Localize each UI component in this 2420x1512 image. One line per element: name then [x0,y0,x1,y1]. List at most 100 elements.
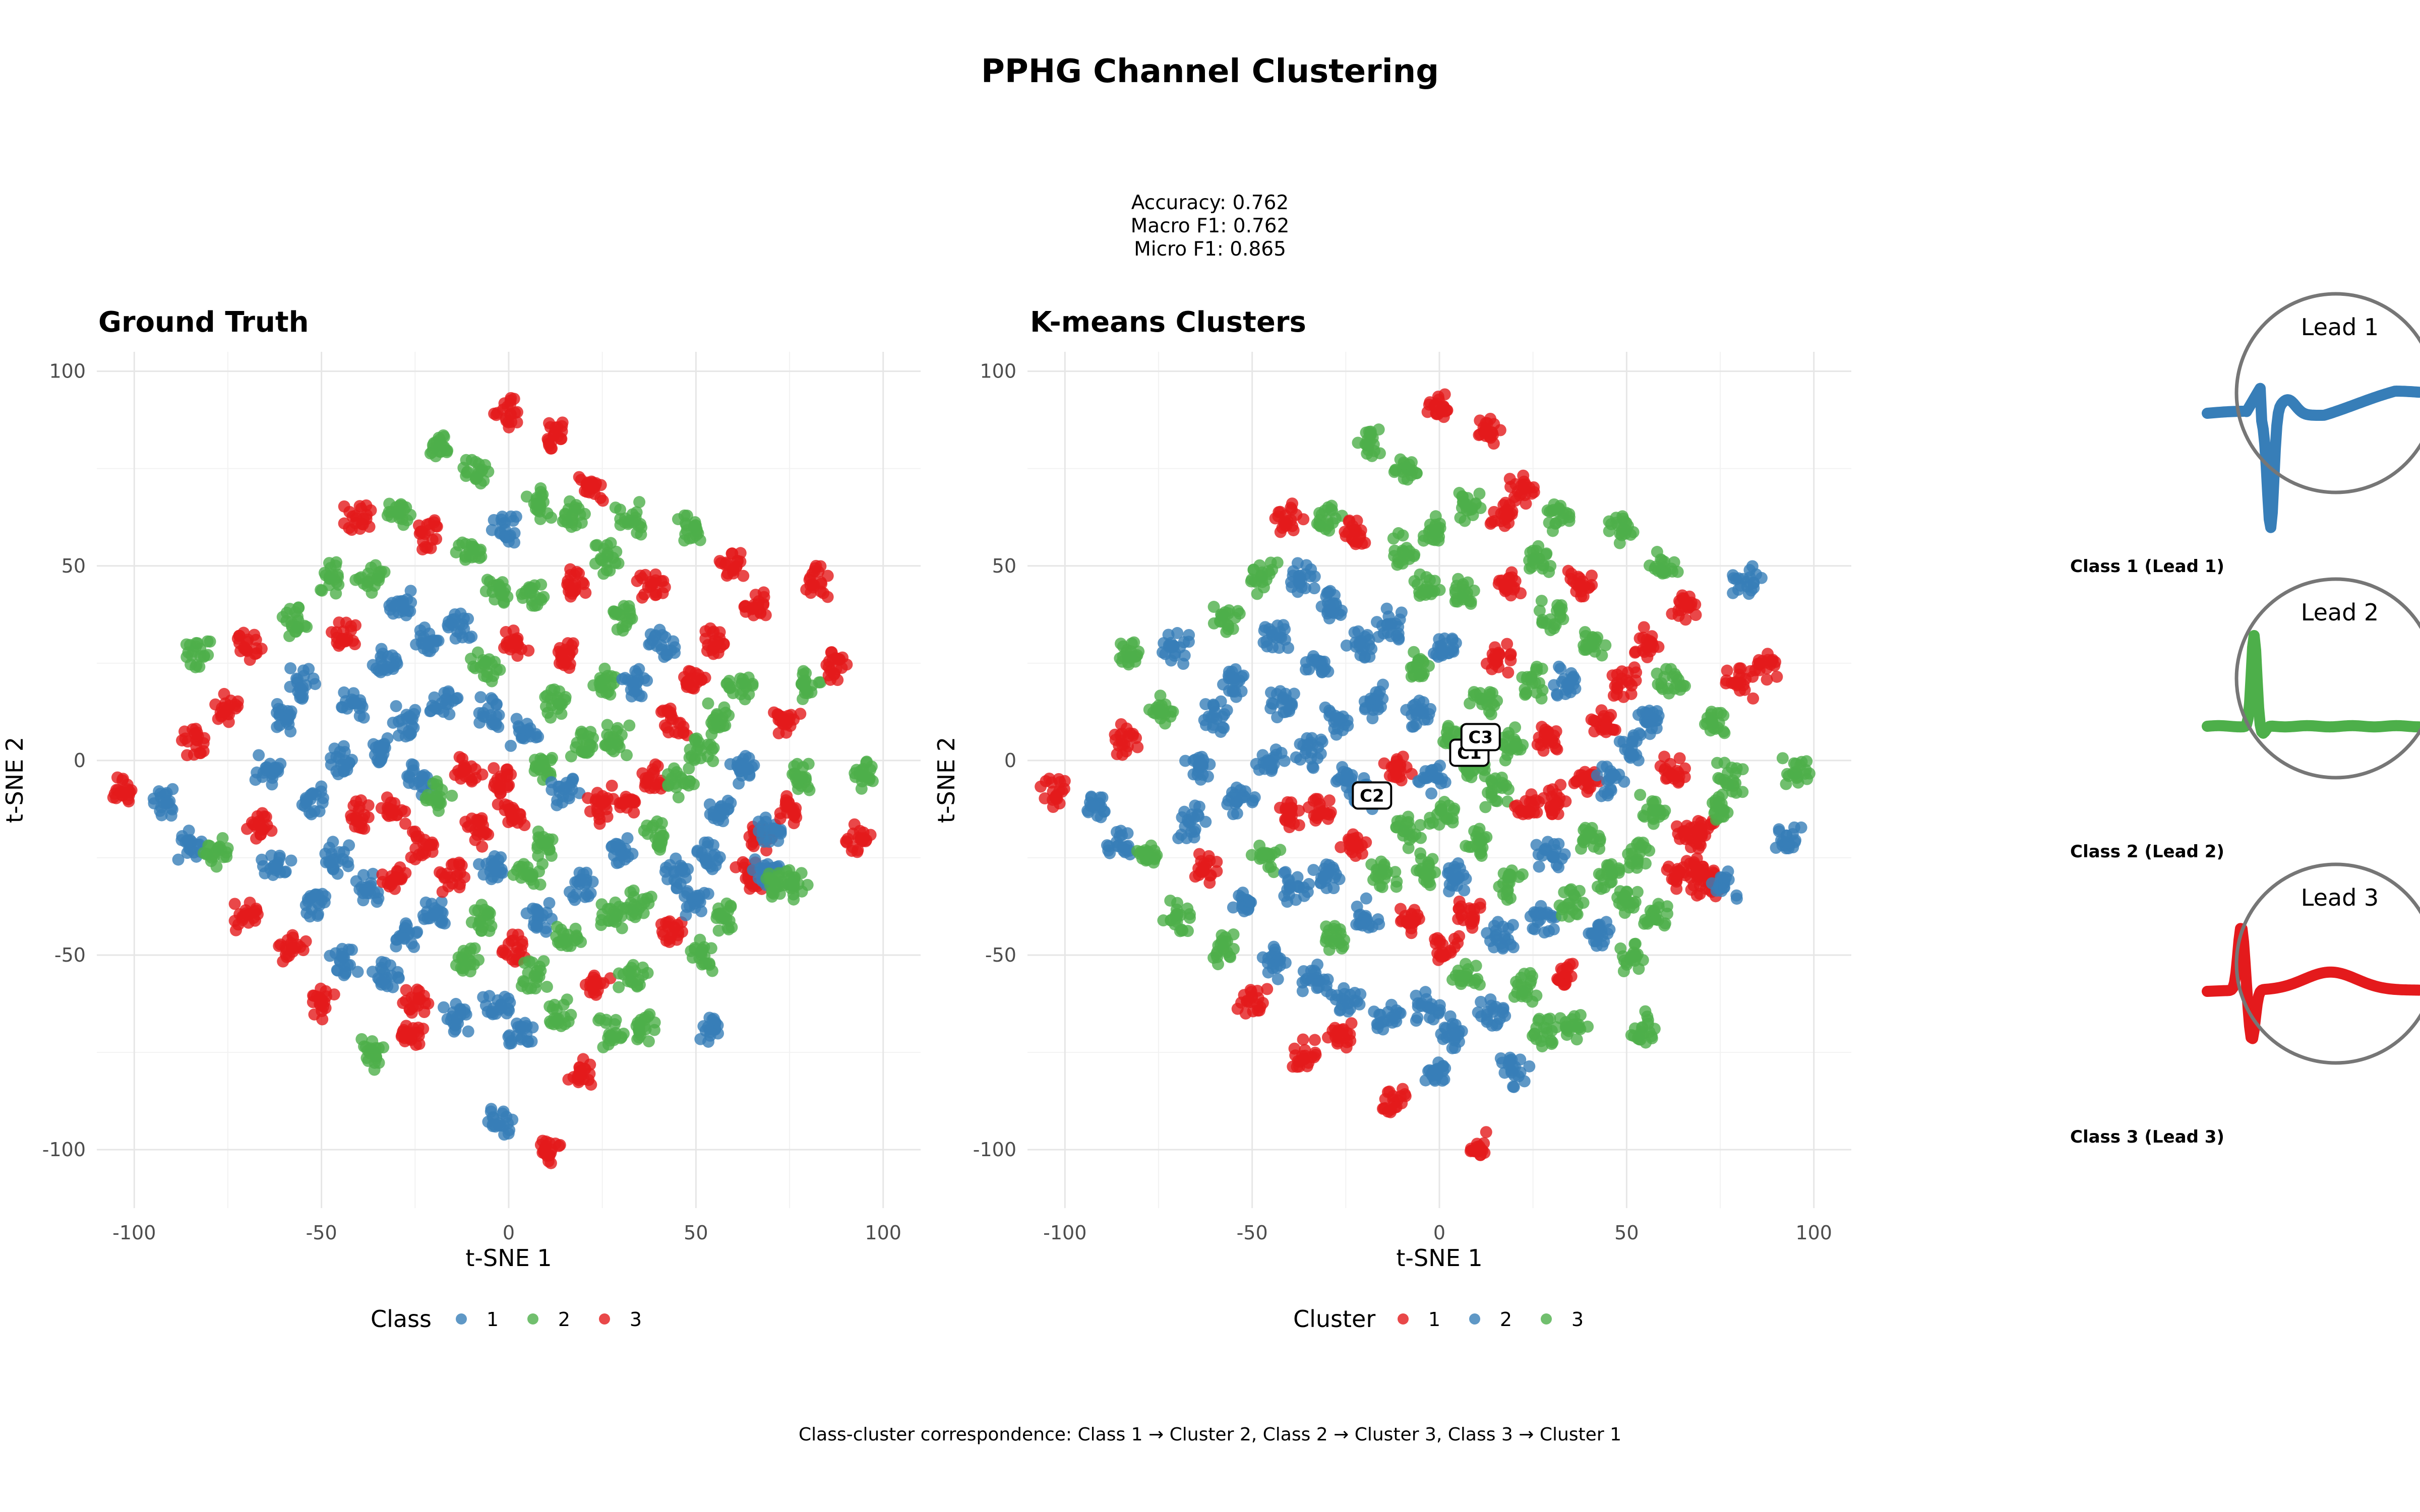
data-point [487,579,500,592]
data-point [345,943,358,956]
data-point [297,664,310,677]
data-point [554,1139,566,1151]
data-point [613,981,625,993]
point-cluster [678,665,711,695]
data-point [575,517,588,529]
data-point [1288,1042,1301,1055]
point-cluster [1412,760,1451,800]
data-point [375,643,388,655]
data-point [794,708,807,720]
data-point [1351,536,1364,548]
data-point [607,551,619,564]
data-point [626,508,639,521]
data-point [662,726,675,738]
data-point [690,732,703,745]
data-point [497,403,509,416]
data-point [435,797,447,809]
data-point [1188,831,1200,844]
data-point [1274,801,1286,814]
data-point [439,871,451,884]
data-point [627,795,640,807]
data-point [490,663,503,676]
data-point [562,637,574,650]
data-point [428,691,441,704]
data-point [435,896,448,908]
point-cluster [1410,986,1446,1027]
data-point [414,774,427,787]
data-point [616,922,628,934]
data-point [668,762,680,775]
data-point [1373,685,1386,698]
data-point [536,909,549,921]
data-point [1391,558,1404,571]
data-point [518,957,531,969]
data-point [1451,937,1464,950]
data-point [479,459,492,471]
data-point [1314,520,1326,533]
data-point [1415,667,1428,680]
point-cluster [1419,1056,1451,1087]
data-point [1421,586,1434,599]
data-point [1199,815,1212,828]
point-cluster [325,616,361,652]
point-cluster [395,1020,430,1051]
data-point [541,507,554,520]
data-point [1446,816,1459,829]
data-point [357,869,370,881]
data-point [1351,515,1363,527]
point-cluster [1221,781,1261,821]
data-point [191,637,204,650]
data-point [1414,818,1427,831]
data-point [492,1119,505,1131]
point-cluster [552,637,579,674]
data-point [459,553,472,566]
data-point [1299,582,1311,595]
data-point [708,722,720,734]
point-cluster [381,497,417,531]
data-point [683,900,696,912]
point-cluster [488,762,517,800]
data-point [1332,712,1345,725]
data-point [1422,660,1435,672]
legend-key [599,1313,610,1325]
data-point [1278,754,1291,767]
data-point [416,543,429,555]
data-point [1179,754,1192,767]
data-point [1446,1030,1459,1042]
data-point [783,713,796,725]
data-point [1502,666,1515,679]
data-point [691,672,703,684]
point-cluster [1302,793,1337,827]
x-tick-label: 50 [1614,1222,1639,1244]
data-point [412,519,425,532]
point-cluster [1464,686,1503,721]
data-point [593,817,606,830]
data-point [797,693,809,706]
point-cluster [473,850,509,886]
data-point [724,900,737,912]
point-cluster [1378,750,1418,787]
data-point [520,490,533,503]
data-point [1467,915,1480,928]
data-point [1296,985,1309,997]
data-point [555,432,568,445]
data-point [657,928,670,941]
point-cluster [1390,810,1427,854]
legend-title: Class [371,1305,432,1333]
data-point [632,973,645,986]
point-cluster [390,917,424,953]
data-point [271,721,283,733]
data-point [1325,988,1338,1001]
point-cluster [486,510,522,549]
data-point [543,897,556,909]
data-point [1115,718,1127,730]
data-point [661,649,674,661]
data-point [565,750,577,763]
data-point [500,531,512,544]
point-cluster [324,942,364,981]
data-point [560,777,573,789]
point-cluster [449,751,489,788]
data-point [475,924,488,937]
data-point [540,980,553,993]
data-point [1311,793,1324,805]
